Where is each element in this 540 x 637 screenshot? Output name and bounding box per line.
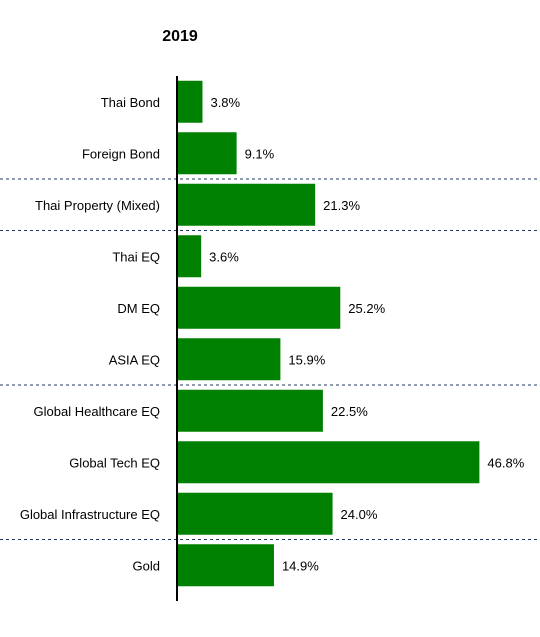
value-label-gold: 14.9% bbox=[282, 558, 319, 573]
value-label-global-tech-eq: 46.8% bbox=[487, 455, 524, 470]
category-label-thai-property-mixed: Thai Property (Mixed) bbox=[35, 198, 160, 213]
value-label-dm-eq: 25.2% bbox=[348, 301, 385, 316]
value-label-thai-bond: 3.8% bbox=[210, 95, 240, 110]
category-label-asia-eq: ASIA EQ bbox=[109, 352, 160, 367]
bar-thai-bond bbox=[178, 80, 203, 123]
bar-thai-eq bbox=[178, 235, 202, 278]
category-label-thai-eq: Thai EQ bbox=[112, 249, 160, 264]
group-separators bbox=[0, 178, 540, 540]
value-label-asia-eq: 15.9% bbox=[288, 352, 325, 367]
bar-global-infrastructure-eq bbox=[178, 492, 333, 535]
value-labels: 3.8% 9.1% 21.3% 3.6% 25.2% 15.9% 22.5% 46.8% 24.… bbox=[209, 95, 525, 574]
category-label-dm-eq: DM EQ bbox=[117, 301, 160, 316]
category-label-gold: Gold bbox=[133, 558, 160, 573]
chart-title: 2019 bbox=[162, 28, 198, 45]
category-label-global-infrastructure-eq: Global Infrastructure EQ bbox=[20, 507, 160, 522]
bar-thai-property-mixed bbox=[178, 183, 316, 226]
bars-group bbox=[178, 80, 480, 587]
bar-foreign-bond bbox=[178, 132, 237, 175]
value-label-global-healthcare-eq: 22.5% bbox=[331, 404, 368, 419]
category-label-foreign-bond: Foreign Bond bbox=[82, 146, 160, 161]
category-labels: Thai Bond Foreign Bond Thai Property (Mixe… bbox=[20, 95, 160, 574]
category-label-global-healthcare-eq: Global Healthcare EQ bbox=[34, 404, 160, 419]
value-label-global-infrastructure-eq: 24.0% bbox=[341, 507, 378, 522]
bar-dm-eq bbox=[178, 286, 341, 329]
bar-asia-eq bbox=[178, 338, 281, 381]
category-label-global-tech-eq: Global Tech EQ bbox=[69, 455, 160, 470]
value-label-foreign-bond: 9.1% bbox=[245, 146, 275, 161]
value-label-thai-eq: 3.6% bbox=[209, 249, 239, 264]
bar-global-healthcare-eq bbox=[178, 389, 323, 432]
value-label-thai-property-mixed: 21.3% bbox=[323, 198, 360, 213]
bar-global-tech-eq bbox=[178, 441, 480, 484]
category-label-thai-bond: Thai Bond bbox=[101, 95, 160, 110]
bar-gold bbox=[178, 544, 274, 587]
